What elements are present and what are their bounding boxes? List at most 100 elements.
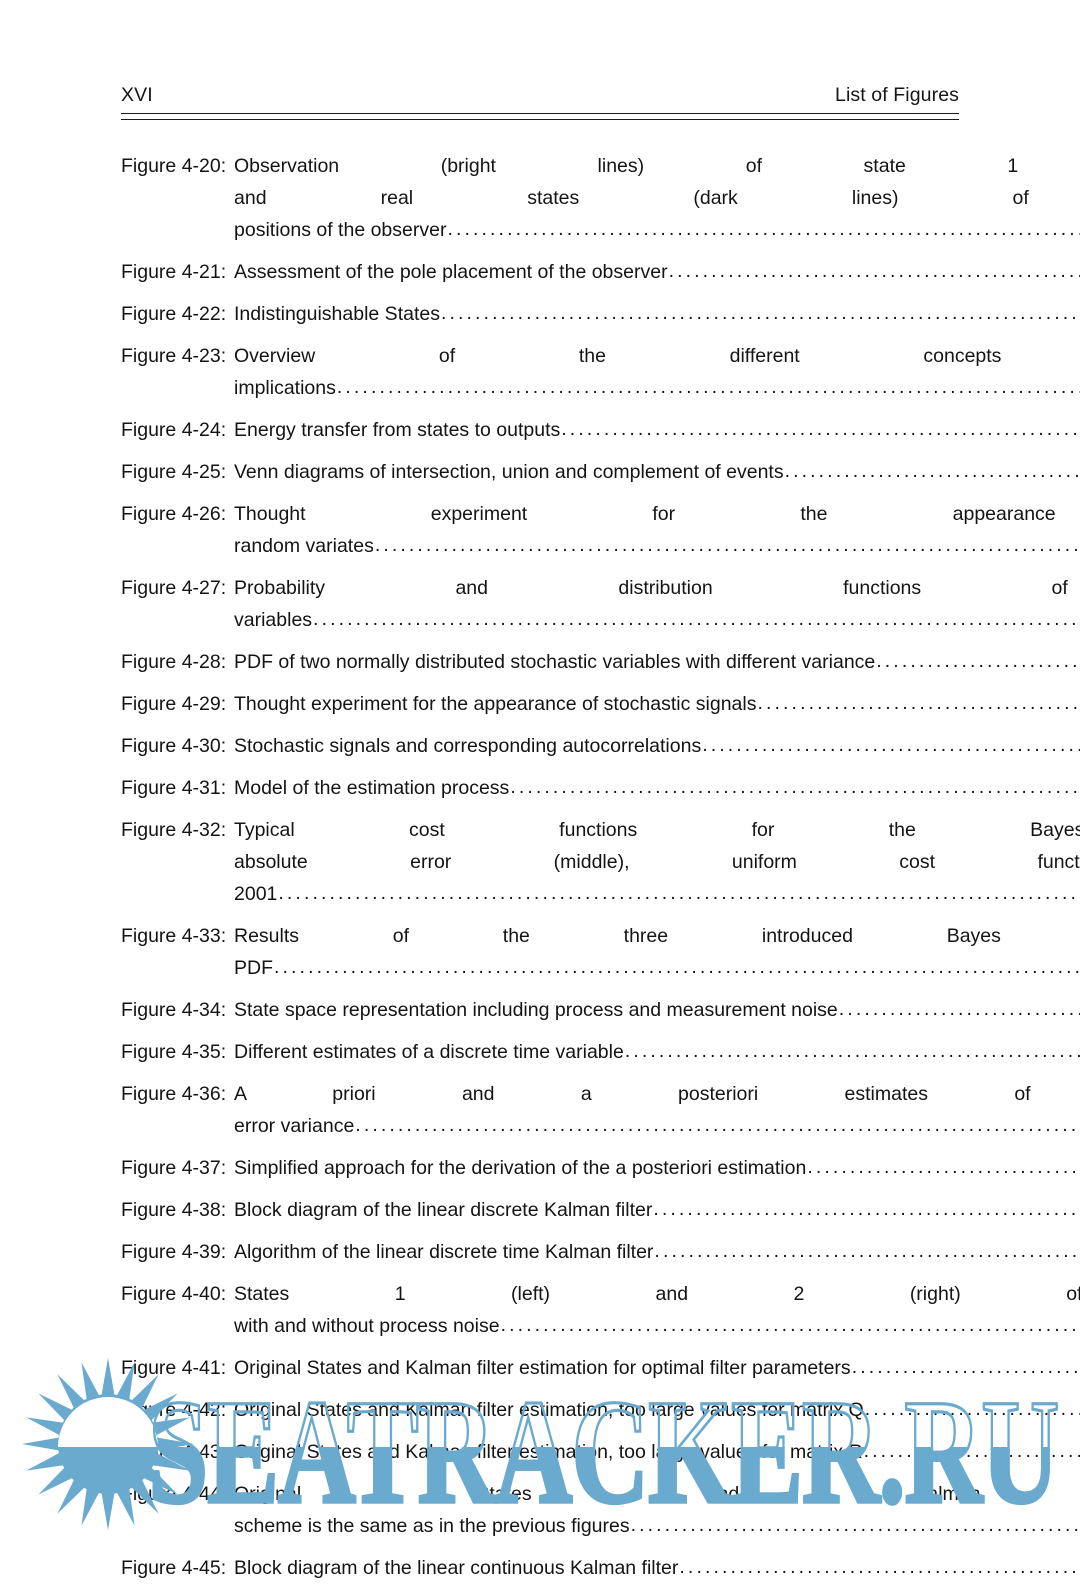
figure-entry-caption: Assessment of the pole placement of the …	[234, 256, 1080, 288]
figure-entry[interactable]: Figure 4-45: Block diagram of the linear …	[121, 1552, 1080, 1584]
figure-entry-label: Figure 4-39:	[121, 1241, 227, 1263]
figure-entry[interactable]: Figure 4-35: Different estimates of a dis…	[121, 1036, 1080, 1068]
figure-entry-caption: Block diagram of the linear discrete Kal…	[234, 1194, 1080, 1226]
figure-entry[interactable]: Figure 4-41: Original States and Kalman f…	[121, 1352, 1080, 1384]
figure-entry[interactable]: Figure 4-26: Thought experiment for the a…	[121, 498, 1080, 562]
figure-entry[interactable]: Figure 4-20: Observation (bright lines) o…	[121, 150, 1080, 246]
figure-entry[interactable]: Figure 4-29: Thought experiment for the a…	[121, 688, 1080, 720]
dot-leader: ........................................…	[447, 218, 1080, 240]
caption-text: absolute error (middle), uniform cost fu…	[234, 851, 1080, 873]
figure-entry-label: Figure 4-36:	[121, 1083, 227, 1105]
dot-leader: ........................................…	[336, 376, 1080, 398]
figure-entry[interactable]: Figure 4-21: Assessment of the pole place…	[121, 256, 1080, 288]
figure-entry[interactable]: Figure 4-39: Algorithm of the linear disc…	[121, 1236, 1080, 1268]
figure-entry-caption: Model of the estimation process.........…	[234, 772, 1080, 804]
figure-entry-label: Figure 4-24:	[121, 419, 227, 441]
caption-last-line: PDF of two normally distributed stochast…	[234, 646, 1080, 678]
figure-entry-caption: Indistinguishable States................…	[234, 298, 1080, 330]
caption-text: PDF	[234, 957, 273, 979]
figure-entry[interactable]: Figure 4-24: Energy transfer from states …	[121, 414, 1080, 446]
caption-last-line: Algorithm of the linear discrete time Ka…	[234, 1236, 1080, 1268]
caption-text: with and without process noise	[234, 1315, 500, 1337]
caption-text: positions of the observer	[234, 219, 447, 241]
caption-text: Assessment of the pole placement of the …	[234, 261, 668, 283]
caption-text: error variance	[234, 1115, 355, 1137]
figure-entry[interactable]: Figure 4-34: State space representation i…	[121, 994, 1080, 1026]
figure-entry-label: Figure 4-26:	[121, 503, 227, 525]
caption-last-line: Energy transfer from states to outputs..…	[234, 414, 1080, 446]
caption-text: variables	[234, 609, 313, 631]
figure-entry[interactable]: Figure 4-23: Overview of the different co…	[121, 340, 1080, 404]
figure-entry[interactable]: Figure 4-22: Indistinguishable States....…	[121, 298, 1080, 330]
caption-last-line: PDF.....................................…	[234, 952, 1080, 984]
caption-line: Observation (bright lines) of state 1 (s…	[234, 155, 1080, 177]
dot-leader: ........................................…	[510, 776, 1080, 798]
figure-entry-label: Figure 4-33:	[121, 925, 227, 947]
figure-entry-caption: Thought experiment for the appearance of…	[234, 498, 1080, 562]
figure-entry[interactable]: Figure 4-25: Venn diagrams of intersectio…	[121, 456, 1080, 488]
caption-text: Original States and Kalman filter estima…	[234, 1441, 863, 1463]
figure-entry-label: Figure 4-27:	[121, 577, 227, 599]
figure-entry-label: Figure 4-23:	[121, 345, 227, 367]
caption-text: State space representation including pro…	[234, 999, 838, 1021]
dot-leader: ........................................…	[440, 302, 1080, 324]
figure-entry[interactable]: Figure 4-32: Typical cost functions for t…	[121, 814, 1080, 910]
figure-entry[interactable]: Figure 4-36: A priori and a posteriori es…	[121, 1078, 1080, 1142]
caption-text: Indistinguishable States	[234, 303, 440, 325]
dot-leader: ........................................…	[653, 1198, 1080, 1220]
figure-entry[interactable]: Figure 4-37: Simplified approach for the …	[121, 1152, 1080, 1184]
figure-entry-label: Figure 4-34:	[121, 999, 227, 1021]
figure-entry-caption: A priori and a posteriori estimates of a…	[234, 1078, 1080, 1142]
figure-entry-caption: Original States and Kalman filter estima…	[234, 1436, 1080, 1468]
figure-entry-label: Figure 4-37:	[121, 1157, 227, 1179]
dot-leader: ........................................…	[654, 1240, 1080, 1262]
figure-entry[interactable]: Figure 4-43: Original States and Kalman f…	[121, 1436, 1080, 1468]
caption-line: Original States and Kalman filter estima…	[234, 1483, 1080, 1505]
figure-entry-label: Figure 4-22:	[121, 303, 227, 325]
figure-entry[interactable]: Figure 4-28: PDF of two normally distribu…	[121, 646, 1080, 678]
caption-last-line: error variance..........................…	[234, 1110, 1080, 1142]
caption-text: Model of the estimation process	[234, 777, 510, 799]
figure-entry-caption: States 1 (left) and 2 (right) of example…	[234, 1278, 1080, 1342]
figure-entry-label: Figure 4-20:	[121, 155, 227, 177]
figure-entry-caption: Typical cost functions for the Bayes est…	[234, 814, 1080, 910]
caption-line: Typical cost functions for the Bayes est…	[234, 819, 1080, 841]
figure-entry-label: Figure 4-41:	[121, 1357, 227, 1379]
dot-leader: ........................................…	[274, 956, 1080, 978]
caption-last-line: Thought experiment for the appearance of…	[234, 688, 1080, 720]
figure-entry[interactable]: Figure 4-44: Original States and Kalman f…	[121, 1478, 1080, 1542]
caption-last-line: Indistinguishable States................…	[234, 298, 1080, 330]
caption-text: scheme is the same as in the previous fi…	[234, 1515, 630, 1537]
figure-entry-caption: Probability and distribution functions o…	[234, 572, 1080, 636]
figure-entry[interactable]: Figure 4-31: Model of the estimation proc…	[121, 772, 1080, 804]
caption-line: Overview of the different concepts of no…	[234, 345, 1080, 367]
figure-entry-label: Figure 4-40:	[121, 1283, 227, 1305]
figure-entry-caption: Venn diagrams of intersection, union and…	[234, 456, 1080, 488]
running-head-title: List of Figures	[835, 84, 959, 106]
figure-entry-caption: Original States and Kalman filter estima…	[234, 1478, 1080, 1542]
caption-text: 2001	[234, 883, 278, 905]
figure-entry[interactable]: Figure 4-40: States 1 (left) and 2 (right…	[121, 1278, 1080, 1342]
caption-line: and real states (dark lines) of the exam…	[234, 187, 1080, 209]
figure-entry[interactable]: Figure 4-30: Stochastic signals and corre…	[121, 730, 1080, 762]
figure-entry-caption: Overview of the different concepts of no…	[234, 340, 1080, 404]
figure-entry[interactable]: Figure 4-27: Probability and distribution…	[121, 572, 1080, 636]
figure-entry-caption: State space representation including pro…	[234, 994, 1080, 1026]
figure-entry-label: Figure 4-31:	[121, 777, 227, 799]
figure-entry-label: Figure 4-29:	[121, 693, 227, 715]
caption-line: Probability and distribution functions o…	[234, 577, 1080, 599]
caption-text: Original States and Kalman filter estima…	[234, 1399, 864, 1421]
figure-entry-caption: Different estimates of a discrete time v…	[234, 1036, 1080, 1068]
caption-line: absolute error (middle), uniform cost fu…	[234, 846, 1080, 878]
dot-leader: ........................................…	[851, 1356, 1080, 1378]
caption-text: PDF of two normally distributed stochast…	[234, 651, 876, 673]
figure-entry-label: Figure 4-44:	[121, 1483, 227, 1505]
figure-entry[interactable]: Figure 4-42: Original States and Kalman f…	[121, 1394, 1080, 1426]
figure-entry[interactable]: Figure 4-38: Block diagram of the linear …	[121, 1194, 1080, 1226]
figure-entry[interactable]: Figure 4-33: Results of the three introdu…	[121, 920, 1080, 984]
figure-entry-caption: Observation (bright lines) of state 1 (s…	[234, 150, 1080, 246]
dot-leader: ........................................…	[807, 1156, 1080, 1178]
figure-entry-caption: PDF of two normally distributed stochast…	[234, 646, 1080, 678]
figure-entry-caption: Original States and Kalman filter estima…	[234, 1352, 1080, 1384]
dot-leader: ........................................…	[561, 418, 1080, 440]
